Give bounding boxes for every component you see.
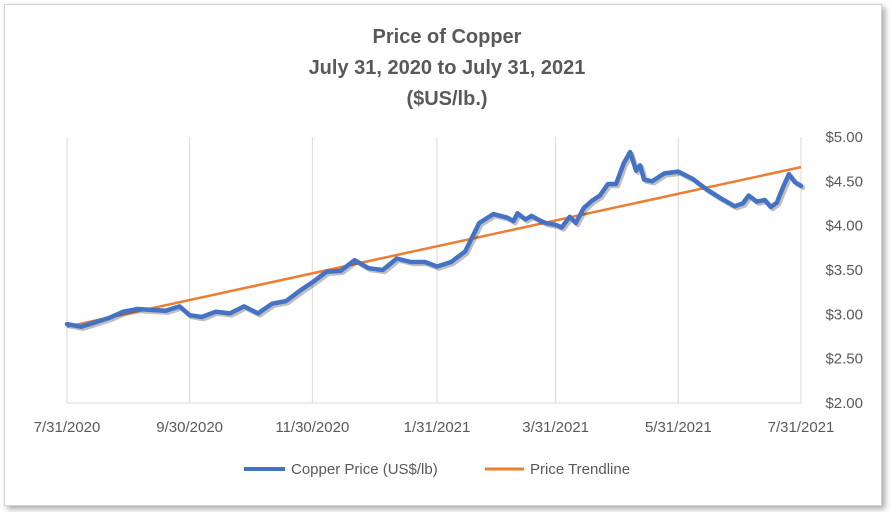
x-tick-label-2: 11/30/2020 <box>275 419 349 436</box>
legend-label-copper-price: Copper Price (US$/lb) <box>291 461 438 478</box>
x-tick-label-4: 3/31/2021 <box>522 419 589 436</box>
chart-title-line-2: July 31, 2020 to July 31, 2021 <box>309 57 586 79</box>
series-layer <box>64 149 806 331</box>
x-tick-label-1: 9/30/2020 <box>156 419 223 436</box>
y-tick-label-3: $3.50 <box>825 262 863 279</box>
x-tick-label-6: 7/31/2021 <box>768 419 835 436</box>
chart-title-line-1: Price of Copper <box>373 26 522 48</box>
legend-label-price-trendline: Price Trendline <box>530 461 630 478</box>
legend: Copper Price (US$/lb) Price Trendline <box>244 461 630 478</box>
y-tick-label-5: $4.50 <box>825 173 863 190</box>
series-line-price-trendline <box>66 165 802 328</box>
y-tick-label-0: $2.00 <box>825 395 863 412</box>
x-tick-label-3: 1/31/2021 <box>404 419 471 436</box>
chart-frame <box>4 4 882 506</box>
series-line-copper-price <box>64 149 804 329</box>
y-tick-label-4: $4.00 <box>825 218 863 235</box>
y-axis-ticks: $2.00 $2.50 $3.00 $3.50 $4.00 $4.50 $5.00 <box>825 129 863 412</box>
y-tick-label-2: $3.00 <box>825 306 863 323</box>
x-axis-ticks: 7/31/2020 9/30/2020 11/30/2020 1/31/2021 3/3… <box>34 419 835 436</box>
grid-lines <box>66 137 802 404</box>
y-tick-label-1: $2.50 <box>825 351 863 368</box>
x-tick-label-0: 7/31/2020 <box>34 419 101 436</box>
chart-title-line-3: ($US/lb.) <box>406 88 487 110</box>
y-tick-label-6: $5.00 <box>825 129 863 146</box>
x-tick-label-5: 5/31/2021 <box>645 419 712 436</box>
